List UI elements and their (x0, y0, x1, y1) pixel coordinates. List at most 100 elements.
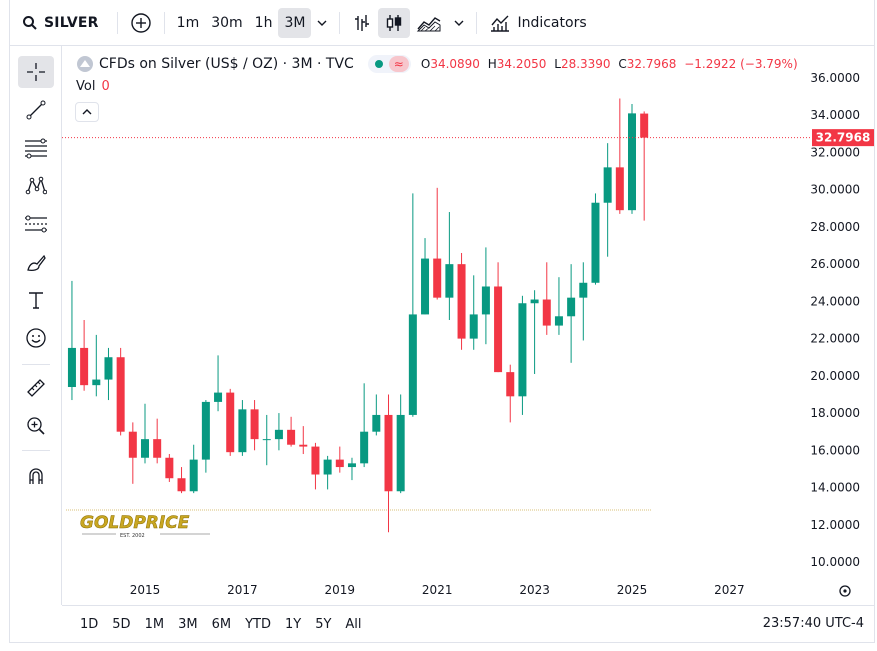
candle[interactable] (335, 446, 344, 473)
symbol-search[interactable]: SILVER (10, 8, 105, 38)
candle[interactable] (372, 394, 381, 436)
chart-legend[interactable]: CFDs on Silver (US$ / OZ) · 3M · TVC ≈ O… (76, 54, 798, 74)
candle[interactable] (141, 403, 149, 464)
candle[interactable] (201, 400, 210, 473)
y-tick-label: 26.0000 (810, 257, 860, 271)
candle[interactable] (287, 416, 296, 447)
candle[interactable] (408, 193, 417, 417)
candle[interactable] (165, 454, 174, 482)
interval-dropdown[interactable] (311, 8, 333, 38)
candle[interactable] (481, 247, 490, 345)
candle[interactable] (323, 455, 332, 490)
range-1m[interactable]: 1M (144, 616, 165, 632)
clock-timezone[interactable]: 23:57:40 UTC-4 (762, 616, 864, 631)
low-value: 28.3390 (560, 57, 611, 71)
candle[interactable] (591, 193, 600, 285)
fib-tool[interactable] (18, 132, 54, 164)
candle[interactable] (274, 413, 283, 451)
axis-settings-button[interactable] (839, 585, 851, 597)
candle[interactable] (80, 320, 89, 391)
time-axis[interactable]: 2015 2017 2019 2021 2023 2025 2027 (130, 583, 745, 597)
candle[interactable] (128, 422, 137, 484)
range-5y[interactable]: 5Y (315, 616, 332, 632)
candle[interactable] (445, 212, 454, 320)
range-1d[interactable]: 1D (80, 616, 99, 632)
candle[interactable] (567, 264, 576, 363)
candle[interactable] (104, 347, 113, 401)
candle[interactable] (457, 252, 466, 350)
crosshair-tool[interactable] (18, 56, 54, 88)
candle[interactable] (189, 444, 198, 494)
candle[interactable] (640, 111, 649, 221)
candle[interactable] (396, 394, 405, 494)
candle[interactable] (579, 262, 588, 341)
range-3m[interactable]: 3M (178, 616, 198, 632)
candle[interactable] (554, 277, 563, 335)
candle[interactable] (116, 347, 125, 436)
interval-30m[interactable]: 30m (211, 14, 243, 31)
chart-type-dropdown[interactable] (448, 8, 470, 38)
candle[interactable] (238, 400, 247, 456)
forecast-tool[interactable] (18, 208, 54, 240)
bars-style-button[interactable] (346, 8, 378, 38)
candle[interactable] (360, 383, 369, 468)
candle[interactable] (603, 143, 612, 257)
candle[interactable] (469, 275, 478, 350)
candles-style-button[interactable] (378, 7, 411, 38)
candle[interactable] (518, 295, 527, 415)
range-1y[interactable]: 1Y (284, 616, 302, 632)
symbol-logo-icon (77, 56, 93, 72)
candle[interactable] (433, 187, 442, 300)
zoom-tool[interactable] (18, 410, 54, 442)
range-5d[interactable]: 5D (112, 616, 131, 632)
candle[interactable] (628, 104, 636, 214)
candle[interactable] (384, 394, 393, 533)
market-status-pill[interactable]: ≈ (367, 55, 411, 73)
candle-body (469, 314, 478, 339)
candle[interactable] (226, 388, 235, 456)
range-6m[interactable]: 6M (211, 616, 232, 632)
price-chart[interactable]: GOLDPRICE EST. 2002 36.0000 34.0000 32.000… (62, 46, 874, 605)
candle-body (67, 347, 76, 388)
emoji-tool[interactable] (18, 322, 54, 354)
candle[interactable] (153, 418, 162, 464)
candle[interactable] (542, 262, 551, 335)
candle[interactable] (615, 98, 624, 214)
candle-body (323, 459, 332, 475)
magnet-tool[interactable] (18, 460, 54, 492)
measure-tool[interactable] (18, 372, 54, 404)
interval-1h[interactable]: 1h (254, 14, 273, 31)
gear-icon[interactable] (839, 585, 851, 597)
candle-body (554, 316, 563, 326)
candle[interactable] (311, 442, 320, 490)
volume-legend[interactable]: Vol 0 (76, 79, 110, 94)
candle[interactable] (262, 414, 271, 466)
text-tool[interactable] (18, 284, 54, 316)
interval-3M[interactable]: 3M (278, 7, 312, 38)
candle[interactable] (347, 457, 356, 481)
candle[interactable] (421, 238, 430, 315)
indicators-button[interactable]: Indicators (483, 8, 592, 38)
candle[interactable] (177, 467, 186, 494)
chart-pane[interactable]: GOLDPRICE EST. 2002 36.0000 34.0000 32.000… (62, 46, 874, 605)
wave-icon: ≈ (388, 56, 409, 72)
candle[interactable] (506, 364, 515, 423)
pattern-tool[interactable] (18, 170, 54, 202)
compare-button[interactable] (124, 8, 158, 38)
price-axis[interactable]: 36.0000 34.0000 32.0000 30.0000 28.0000 26.00… (810, 71, 860, 569)
candle[interactable] (250, 400, 259, 451)
trend-line-tool[interactable] (18, 94, 54, 126)
interval-1m[interactable]: 1m (176, 14, 200, 31)
candle[interactable] (494, 262, 503, 373)
candle[interactable] (92, 334, 101, 397)
candle[interactable] (214, 355, 223, 412)
candle[interactable] (530, 290, 539, 374)
candle[interactable] (67, 280, 76, 401)
range-all[interactable]: All (345, 616, 362, 632)
range-ytd[interactable]: YTD (245, 616, 271, 632)
candle[interactable] (299, 426, 308, 455)
area-style-button[interactable] (410, 8, 448, 38)
collapse-legend-button[interactable] (75, 102, 99, 122)
brush-tool[interactable] (18, 246, 54, 278)
gear-icon-center (843, 589, 847, 593)
